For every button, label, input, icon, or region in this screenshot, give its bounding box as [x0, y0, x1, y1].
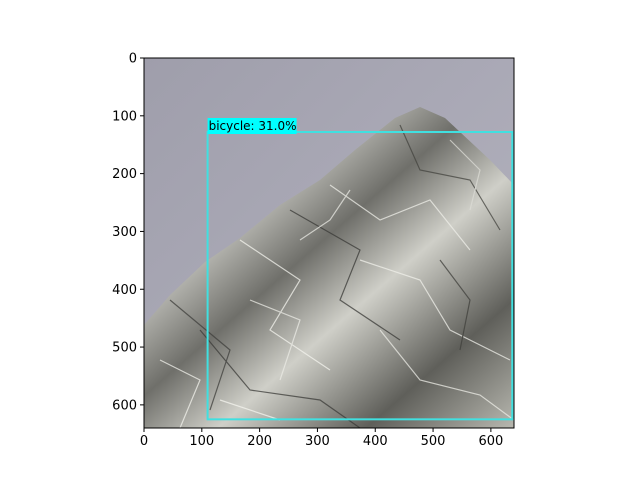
x-tick-label: 0	[140, 434, 148, 449]
detection-label: bicycle: 31.0%	[209, 119, 297, 133]
x-tick-label: 400	[363, 434, 388, 449]
detections: bicycle: 31.0%	[206, 118, 514, 421]
x-axis: 0 100 200 300 400 500 600	[140, 428, 503, 449]
x-tick-label: 200	[247, 434, 272, 449]
y-tick-label: 600	[112, 398, 137, 413]
y-tick-label: 500	[112, 341, 137, 356]
x-tick-label: 300	[305, 434, 330, 449]
axes-frame	[143, 57, 515, 429]
foil-creases	[159, 124, 514, 428]
detection-label-background	[207, 118, 297, 134]
photo	[144, 58, 514, 428]
detection-box	[206, 131, 514, 421]
foil-object	[144, 107, 514, 428]
y-tick-label: 100	[112, 109, 137, 124]
x-tick-label: 600	[478, 434, 503, 449]
x-tick-label: 100	[189, 434, 214, 449]
y-tick-label: 300	[112, 225, 137, 240]
y-tick-label: 400	[112, 283, 137, 298]
y-axis: 0 100 200 300 400 500 600	[112, 52, 144, 413]
y-tick-label: 200	[112, 167, 137, 182]
x-tick-label: 500	[421, 434, 446, 449]
y-tick-label: 0	[129, 52, 137, 67]
